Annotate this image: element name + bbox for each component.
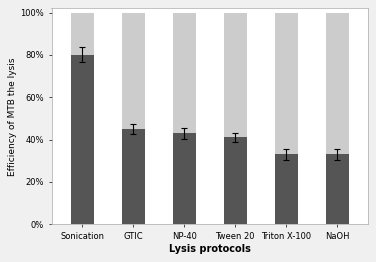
Bar xyxy=(274,154,297,224)
Bar xyxy=(121,129,144,224)
Bar xyxy=(121,13,144,224)
Bar xyxy=(274,13,297,224)
Bar xyxy=(173,13,196,224)
Bar xyxy=(326,13,349,224)
Bar xyxy=(71,13,94,224)
Bar xyxy=(224,138,247,224)
Bar xyxy=(71,55,94,224)
Bar xyxy=(173,133,196,224)
Bar xyxy=(224,13,247,224)
Y-axis label: Efficiency of MTB the lysis: Efficiency of MTB the lysis xyxy=(8,57,17,176)
Bar xyxy=(326,154,349,224)
X-axis label: Lysis protocols: Lysis protocols xyxy=(169,244,250,254)
